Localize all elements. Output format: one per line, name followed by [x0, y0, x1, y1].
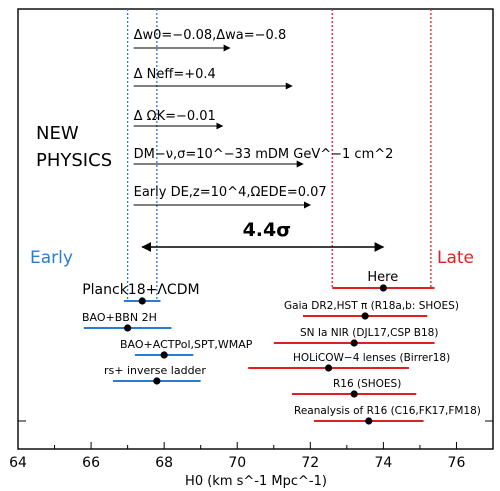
late-point: [361, 312, 369, 320]
late-measurement-label: R16 (SHOES): [333, 378, 401, 390]
proposal-label: Early DE,z=10^4,ΩEDE=0.07: [134, 185, 327, 200]
late-measurement-label: Here: [367, 270, 398, 285]
tension-label: 4.4σ: [243, 219, 291, 241]
proposal-label: Δw0=−0.08,Δwa=−0.8: [134, 28, 287, 43]
x-tick-label: 66: [82, 455, 100, 471]
late-point: [350, 390, 358, 398]
proposal-label: Δ ΩK=−0.01: [134, 109, 216, 124]
new-physics-label: NEW: [36, 123, 79, 144]
x-tick-label: 68: [155, 455, 173, 471]
late-point: [379, 284, 387, 292]
new-physics-label: PHYSICS: [36, 150, 112, 171]
late-measurement-label: Gaia DR2,HST π (R18a,b: SHOES): [284, 300, 459, 312]
late-point: [350, 339, 358, 347]
early-point: [138, 297, 146, 305]
late-measurement-label: HOLiCOW−4 lenses (Birrer18): [293, 352, 450, 364]
early-point: [124, 324, 132, 332]
late-measurement-label: SN Ia NIR (DJL17,CSP B18): [300, 327, 438, 339]
early-point: [153, 377, 161, 385]
late-measurement-label: Reanalysis of R16 (C16,FK17,FM18): [294, 405, 481, 417]
early-measurement-label: rs+ inverse ladder: [104, 364, 206, 377]
x-axis-label: H0 (km s^-1 Mpc^-1): [185, 474, 327, 489]
early-measurement-label: BAO+ACTPol,SPT,WMAP: [120, 338, 253, 351]
early-label: Early: [30, 248, 73, 268]
late-label: Late: [437, 248, 474, 268]
x-tick-label: 64: [9, 455, 27, 471]
x-tick-label: 70: [228, 455, 246, 471]
x-tick-label: 74: [374, 455, 392, 471]
proposal-label: DM−ν,σ=10^−33 mDM GeV^−1 cm^2: [134, 147, 394, 162]
early-point: [160, 351, 168, 359]
x-tick-label: 76: [448, 455, 466, 471]
early-measurement-label: BAO+BBN 2H: [82, 311, 157, 324]
plot-frame: [17, 8, 494, 450]
late-point: [324, 364, 333, 372]
proposal-label: Δ Neff=+0.4: [134, 67, 216, 82]
x-tick-label: 72: [301, 455, 319, 471]
late-point: [365, 417, 373, 425]
early-measurement-label: Planck18+ΛCDM: [82, 282, 199, 298]
